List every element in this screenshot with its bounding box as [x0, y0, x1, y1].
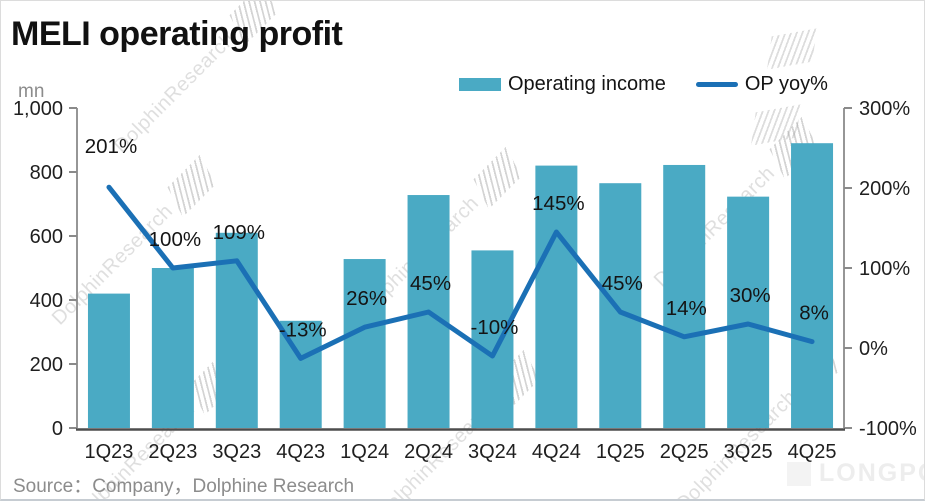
left-axis-tick-label: 400 — [30, 290, 63, 312]
line-data-label: -10% — [471, 316, 519, 339]
x-axis-label-4Q23: 4Q23 — [276, 441, 325, 463]
bar-1Q24 — [343, 259, 386, 428]
bar-2Q23 — [151, 268, 194, 428]
bar-series-swatch-icon — [459, 78, 501, 91]
left-axis-tick-label: 1,000 — [13, 98, 63, 120]
right-axis-tick-label: 300% — [859, 98, 910, 120]
line-data-label: 100% — [149, 228, 201, 251]
x-axis-label-2Q24: 2Q24 — [404, 441, 453, 463]
line-series-swatch-icon — [695, 82, 738, 87]
legend-item-op-yoy: OP yoy% — [695, 73, 828, 96]
line-data-label: 8% — [799, 302, 829, 325]
chart-title: MELI operating profit — [11, 15, 343, 53]
line-data-label: 201% — [85, 135, 137, 158]
bar-3Q25 — [727, 196, 770, 428]
op-yoy-line — [106, 184, 815, 361]
left-axis-tick-label: 200 — [30, 354, 63, 376]
line-data-label: 26% — [346, 287, 387, 310]
x-axis-label-4Q25: 4Q25 — [788, 441, 837, 463]
x-axis-label-3Q23: 3Q23 — [212, 441, 261, 463]
line-data-label: 145% — [532, 192, 584, 215]
x-axis-label-1Q24: 1Q24 — [340, 441, 389, 463]
line-data-label: -13% — [279, 318, 327, 341]
line-data-label: 14% — [666, 297, 707, 320]
legend-label: Operating income — [508, 73, 666, 95]
bar-4Q24 — [535, 165, 578, 428]
line-data-label: 45% — [410, 272, 451, 295]
bar-1Q25 — [599, 183, 642, 428]
x-axis-label-3Q25: 3Q25 — [724, 441, 773, 463]
left-axis-tick-label: 0 — [52, 418, 63, 440]
left-axis-unit-label: mn — [18, 81, 45, 102]
x-axis-label-4Q24: 4Q24 — [532, 441, 581, 463]
legend-item-operating-income: Operating income — [459, 73, 666, 96]
right-axis-tick-label: 200% — [859, 178, 910, 200]
x-axis-label-1Q23: 1Q23 — [84, 441, 133, 463]
legend-label: OP yoy% — [744, 73, 828, 95]
x-axis-label-2Q23: 2Q23 — [148, 441, 197, 463]
bar-3Q24 — [471, 250, 514, 428]
left-axis-tick-label: 800 — [30, 162, 63, 184]
line-data-label: 109% — [213, 221, 265, 244]
legend: Operating income OP yoy% — [459, 73, 828, 96]
x-axis-label-2Q25: 2Q25 — [660, 441, 709, 463]
bar-2Q25 — [663, 164, 706, 428]
line-data-label: 45% — [602, 272, 643, 295]
bar-1Q23 — [87, 293, 130, 428]
right-axis-tick-label: -100% — [859, 418, 917, 440]
x-axis-label-3Q24: 3Q24 — [468, 441, 517, 463]
bar-4Q25 — [791, 143, 834, 428]
right-axis-tick-label: 0% — [859, 338, 888, 360]
right-axis-tick-label: 100% — [859, 258, 910, 280]
x-axis-label-1Q25: 1Q25 — [596, 441, 645, 463]
line-data-label: 30% — [730, 284, 771, 307]
source-note: Source：Company，Dolphine Research — [13, 476, 355, 497]
left-axis-tick-label: 600 — [30, 226, 63, 248]
